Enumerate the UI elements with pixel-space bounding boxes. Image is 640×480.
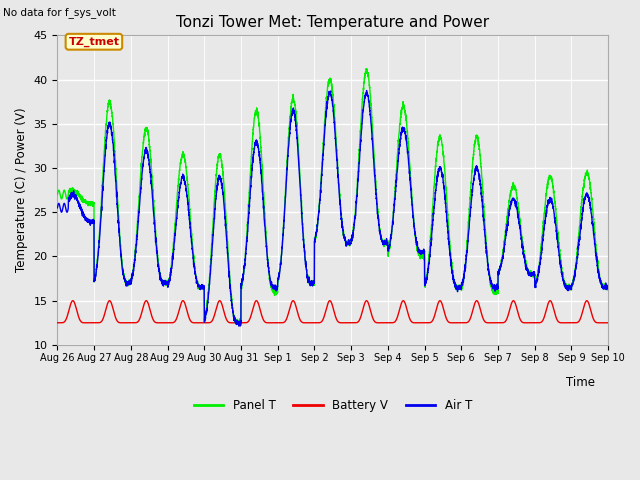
Text: No data for f_sys_volt: No data for f_sys_volt (3, 7, 116, 18)
Legend: Panel T, Battery V, Air T: Panel T, Battery V, Air T (189, 394, 477, 416)
X-axis label: Time: Time (566, 376, 595, 389)
Text: TZ_tmet: TZ_tmet (68, 36, 120, 47)
Y-axis label: Temperature (C) / Power (V): Temperature (C) / Power (V) (15, 108, 28, 273)
Title: Tonzi Tower Met: Temperature and Power: Tonzi Tower Met: Temperature and Power (176, 15, 490, 30)
